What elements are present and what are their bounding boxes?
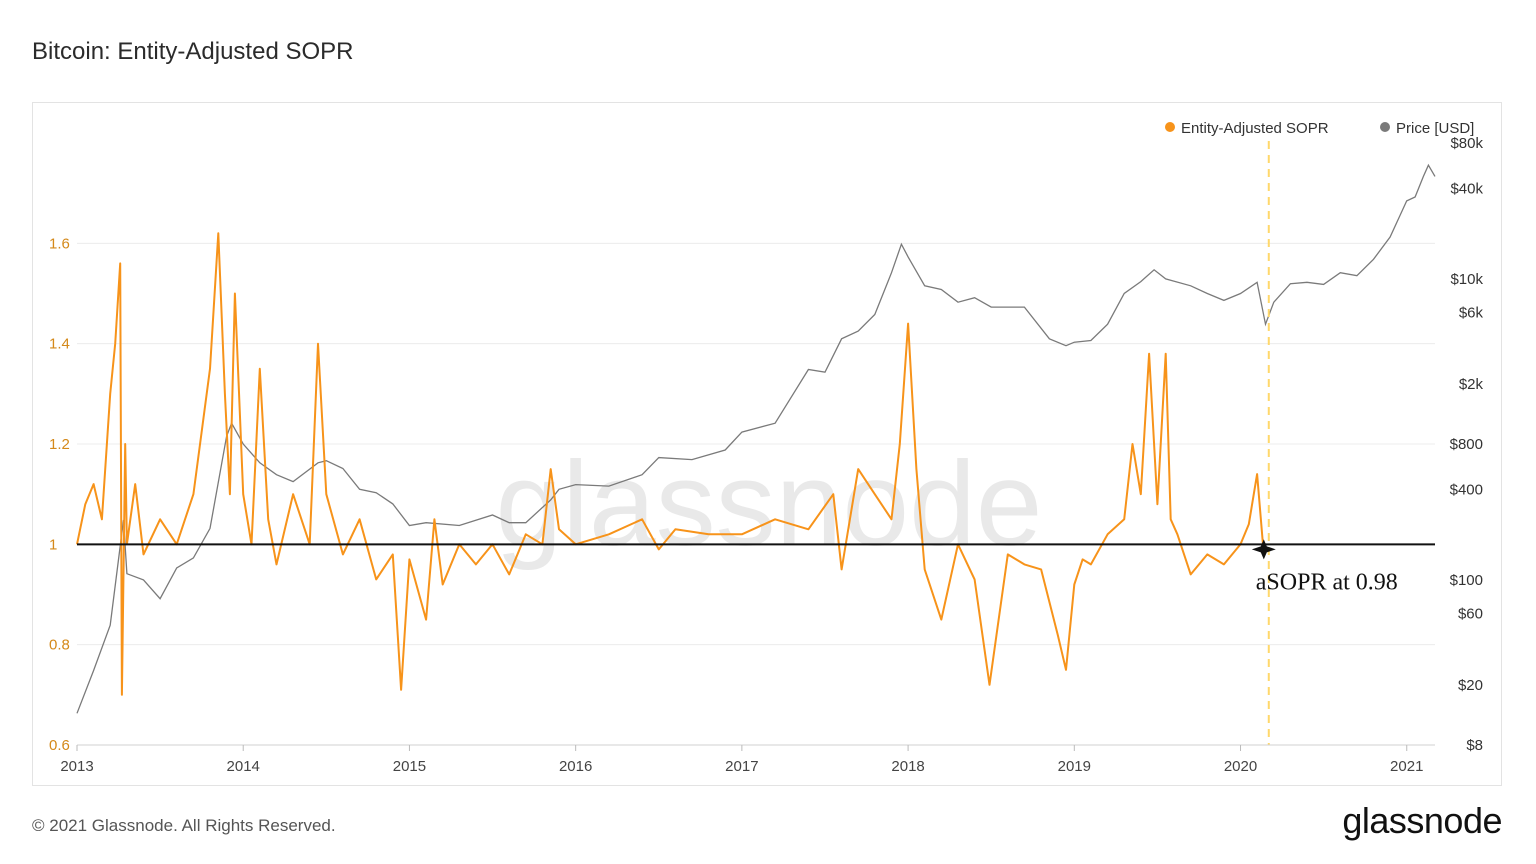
y-right-tick-label: $100 <box>1450 572 1483 589</box>
axes: 0.6 0.8 1 1.2 1.4 1.6 2013 2014 2015 2016 2017 2018… <box>49 135 1483 775</box>
y-left-tick-label: 0.8 <box>49 637 70 654</box>
y-right-tick-label: $800 <box>1450 436 1483 453</box>
y-left-tick-label: 1.6 <box>49 235 70 252</box>
y-right-tick-label: $2k <box>1459 376 1484 393</box>
x-tick-label: 2018 <box>891 758 924 775</box>
page-title: Bitcoin: Entity-Adjusted SOPR <box>32 38 354 65</box>
legend-sopr-label: Entity-Adjusted SOPR <box>1181 120 1329 137</box>
y-right-tick-label: $80k <box>1450 135 1483 152</box>
annotation-label: aSOPR at 0.98 <box>1256 569 1398 595</box>
reference-layer <box>77 141 1435 745</box>
y-right-tick-label: $40k <box>1450 180 1483 197</box>
x-tick-label: 2021 <box>1390 758 1423 775</box>
x-tick-label: 2020 <box>1224 758 1257 775</box>
chart-frame: glassnode 0.6 0.8 1 1.2 1.4 1.6 2013 2014 2015 20… <box>32 102 1502 786</box>
x-tick-label: 2013 <box>60 758 93 775</box>
legend: Entity-Adjusted SOPR Price [USD] <box>1165 120 1474 137</box>
y-right-tick-label: $60 <box>1458 605 1483 622</box>
copyright-text: © 2021 Glassnode. All Rights Reserved. <box>32 816 336 835</box>
x-tick-label: 2016 <box>559 758 592 775</box>
y-left-tick-label: 1 <box>49 536 57 553</box>
x-tick-label: 2017 <box>725 758 758 775</box>
x-tick-label: 2014 <box>227 758 260 775</box>
annotation-star-icon <box>1251 539 1276 560</box>
legend-price-swatch <box>1380 122 1390 132</box>
sopr-series-layer <box>76 232 1265 696</box>
x-tick-label: 2015 <box>393 758 426 775</box>
x-tick-label: 2019 <box>1058 758 1091 775</box>
y-left-tick-label: 0.6 <box>49 737 70 754</box>
sopr-price-chart: glassnode 0.6 0.8 1 1.2 1.4 1.6 2013 2014 2015 20… <box>49 120 1483 775</box>
legend-sopr-swatch <box>1165 122 1175 132</box>
watermark: glassnode <box>495 437 1042 571</box>
y-left-tick-label: 1.4 <box>49 336 70 353</box>
y-left-tick-label: 1.2 <box>49 436 70 453</box>
glassnode-logo: glassnode <box>1342 800 1502 841</box>
y-right-tick-label: $400 <box>1450 481 1483 498</box>
y-right-tick-label: $10k <box>1450 271 1483 288</box>
y-right-tick-label: $6k <box>1459 304 1484 321</box>
legend-price-label: Price [USD] <box>1396 120 1474 137</box>
y-right-tick-label: $20 <box>1458 677 1483 694</box>
y-right-tick-label: $8 <box>1466 737 1483 754</box>
sopr-line <box>76 232 1265 696</box>
annotation-layer: aSOPR at 0.98 <box>1251 539 1398 595</box>
